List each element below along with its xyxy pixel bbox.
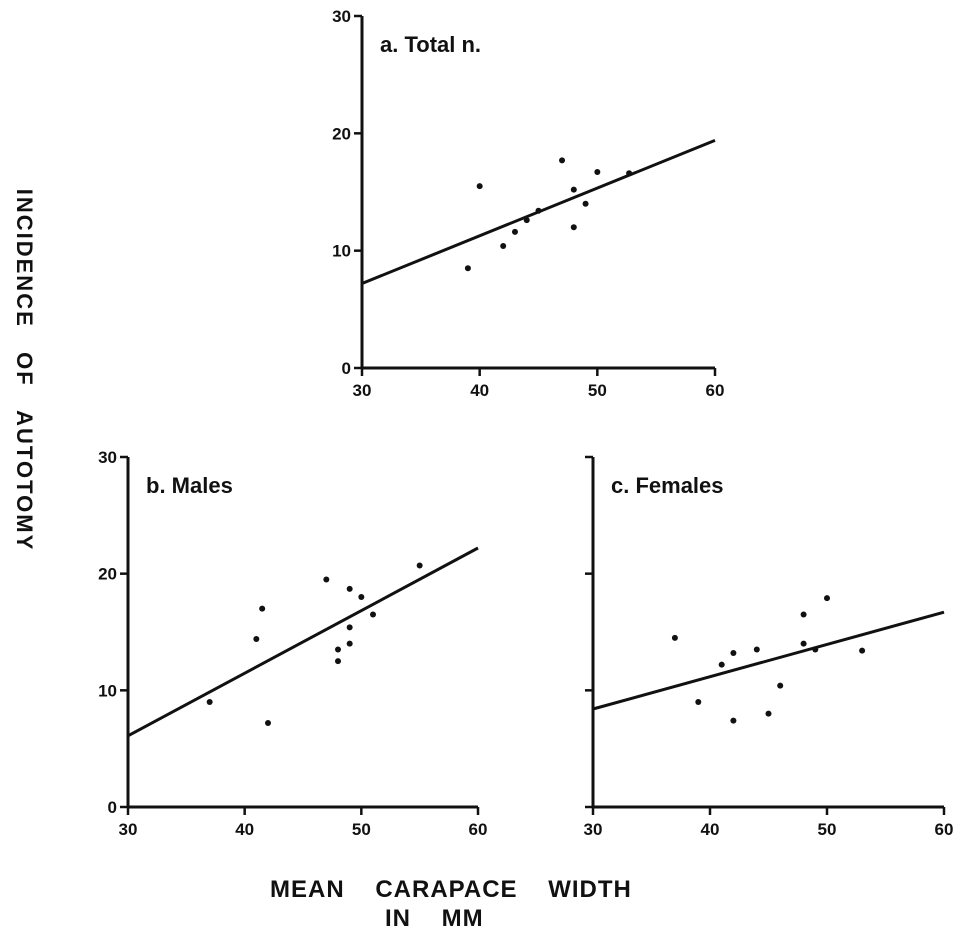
panel-3-data-point	[824, 595, 830, 602]
panel-2-data-point	[370, 611, 376, 618]
panel-3-data-point	[753, 646, 760, 653]
panel-2-y-tick-label: 10	[98, 681, 117, 700]
panel-1-y-tick-label: 10	[332, 242, 351, 261]
panel-2-data-point	[323, 576, 330, 583]
panel-2-data-point	[346, 624, 353, 631]
panel-3-data-point	[730, 650, 737, 656]
panel-3-data-point	[671, 634, 678, 641]
panel-1-data-point	[511, 228, 518, 235]
panel-3-data-point	[765, 710, 772, 717]
panel-3-x-tick-label: 40	[701, 820, 720, 839]
x-axis-label-line1: MEAN CARAPACE WIDTH	[270, 876, 632, 903]
panel-2-data-point	[346, 585, 353, 592]
panel-2-x-tick-label: 50	[352, 820, 371, 839]
panel-1-x-tick-label: 30	[353, 381, 372, 400]
panel-1-data-point	[626, 170, 633, 177]
panel-2-x-tick-label: 60	[469, 820, 488, 839]
panel-1-data-point	[500, 242, 507, 249]
panel-2-y-tick-label: 20	[98, 565, 117, 584]
panel-3-title: c. Females	[611, 473, 724, 498]
panel-2-data-point	[259, 605, 266, 612]
panel-3-x-tick-label: 30	[584, 820, 603, 839]
panel-2-y-tick-label: 0	[108, 798, 117, 817]
panel-1-data-point	[570, 186, 577, 193]
panel-1-data-point	[523, 217, 530, 224]
panel-1-y-tick-label: 30	[332, 7, 351, 26]
panel-1-data-point	[570, 224, 577, 231]
panel-2-fit-line	[127, 546, 479, 738]
panel-1-title: a. Total n.	[380, 32, 481, 57]
panel-3-data-point	[800, 611, 807, 618]
panel-2-data-point	[358, 594, 365, 600]
panel-2-x-tick-label: 30	[119, 820, 138, 839]
panel-3-x-tick-label: 60	[935, 820, 954, 839]
panel-2-title: b. Males	[146, 473, 233, 498]
panel-1-data-point	[464, 265, 471, 272]
panel-3-data-point	[718, 661, 725, 668]
panel-1-x-tick-label: 60	[706, 381, 725, 400]
panel-2-data-point	[335, 646, 341, 653]
panel-1-x-tick-label: 50	[588, 381, 607, 400]
panel-3-data-point	[730, 717, 737, 724]
panel-2-y-tick-label: 30	[98, 448, 117, 467]
panel-3-data-point	[859, 647, 866, 654]
panel-2-data-point	[265, 720, 271, 726]
panel-3-data-point	[695, 699, 702, 705]
panel-1-y-tick-label: 20	[332, 124, 351, 143]
x-axis-label-line2: IN MM	[385, 905, 484, 932]
panel-1-data-point	[582, 200, 589, 207]
panel-3-data-point	[812, 646, 819, 653]
y-axis-label-text: INCIDENCE OF AUTOTOMY	[12, 188, 37, 552]
panel-3-data-point	[800, 640, 807, 647]
panel-2-data-point	[416, 562, 423, 569]
panel-3-x-tick-label: 50	[818, 820, 837, 839]
y-axis-label: INCIDENCE OF AUTOTOMY	[6, 160, 42, 580]
panel-1-data-point	[594, 169, 601, 176]
panel-1-data-point	[476, 183, 483, 190]
panel-1-data-point	[535, 207, 542, 214]
panel-2-data-point	[346, 640, 353, 647]
panel-3-data-point	[777, 682, 784, 689]
panel-2-x-tick-label: 40	[235, 820, 254, 839]
panel-3-fit-line	[592, 610, 945, 711]
panel-1-x-tick-label: 40	[470, 381, 489, 400]
panel-1-data-point	[559, 157, 566, 164]
panel-2-data-point	[206, 699, 213, 705]
panel-2-data-point	[335, 658, 341, 665]
panel-1-y-tick-label: 0	[342, 359, 351, 378]
panel-2-data-point	[253, 636, 260, 642]
